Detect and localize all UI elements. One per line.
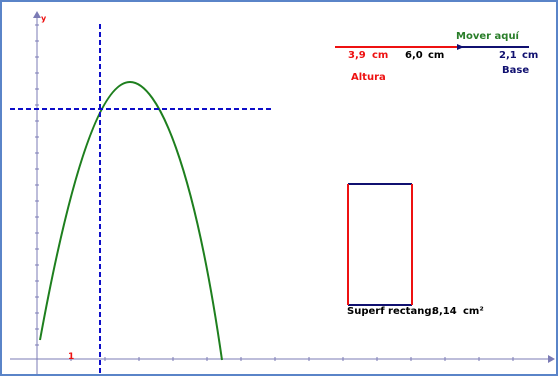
base-label: Base bbox=[502, 65, 530, 76]
total-value: 6,0 bbox=[405, 50, 423, 61]
altura-unit: cm bbox=[372, 50, 389, 61]
area-curve bbox=[39, 80, 223, 361]
x-axis-ticks bbox=[70, 357, 514, 361]
x-axis-tick-label: 1 bbox=[68, 352, 75, 362]
x-axis-arrow-icon bbox=[548, 355, 555, 363]
total-unit: cm bbox=[428, 50, 445, 61]
base-unit: cm bbox=[522, 50, 539, 61]
area-value: 8,14 bbox=[432, 306, 457, 317]
y-axis-ticks bbox=[35, 24, 39, 346]
altura-label: Altura bbox=[351, 72, 386, 83]
altura-value: 3,9 bbox=[348, 50, 366, 61]
base-value: 2,1 bbox=[499, 50, 517, 61]
slider-handle-icon[interactable] bbox=[457, 44, 464, 50]
y-axis-label: y bbox=[41, 14, 47, 23]
area-label: Superf rectang: bbox=[347, 306, 436, 317]
y-axis-arrow-icon bbox=[33, 11, 41, 18]
move-here-label: Mover aquí bbox=[456, 31, 519, 42]
area-unit: cm² bbox=[463, 306, 484, 317]
